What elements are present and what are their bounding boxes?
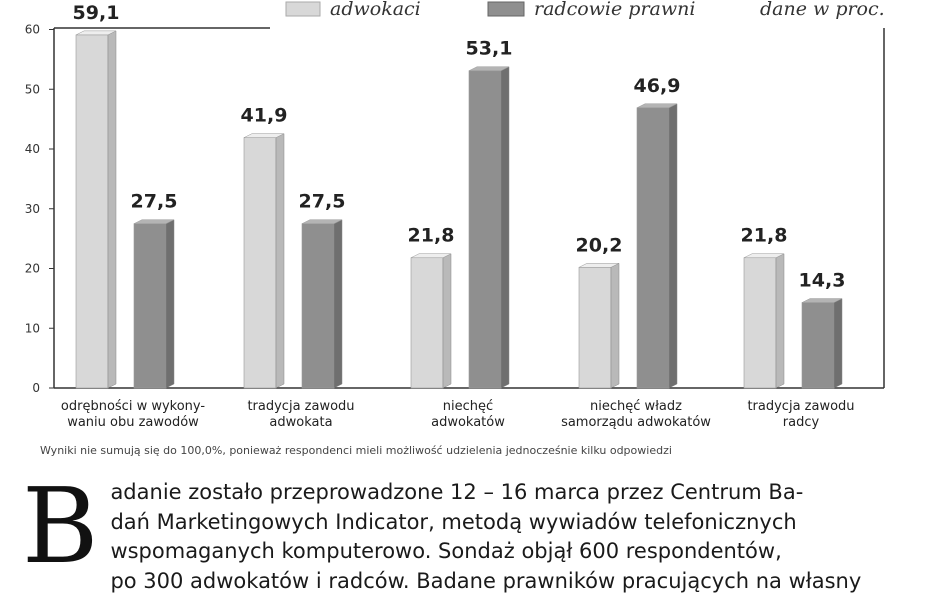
bar-side <box>834 299 842 388</box>
value-label: 46,9 <box>634 75 681 97</box>
category-label-line: tradycja zawodu <box>747 399 854 414</box>
bar-side <box>443 254 451 388</box>
legend-label-adwokaci: adwokaci <box>330 0 421 20</box>
category-label-line: samorządu adwokatów <box>561 415 711 430</box>
category-label-line: odrębności w wykony- <box>61 399 205 414</box>
bar-side <box>334 220 342 388</box>
category-label-line: tradycja zawodu <box>247 399 354 414</box>
bar-side <box>276 134 284 388</box>
value-label: 21,8 <box>408 225 455 247</box>
value-label: 27,5 <box>299 191 346 213</box>
bar-radcowie-2: 27,5 <box>299 191 346 388</box>
legend: adwokaci radcowie prawni dane w proc. <box>286 0 885 20</box>
bar-side <box>776 254 784 388</box>
bar-radcowie-5: 14,3 <box>799 270 846 388</box>
bar-chart: adwokaci radcowie prawni dane w proc. 0 1… <box>0 0 948 445</box>
y-tick-label: 50 <box>25 82 40 96</box>
drop-cap: B <box>22 484 98 568</box>
y-tick-label: 40 <box>25 142 40 156</box>
bar-side <box>611 263 619 388</box>
bar-radcowie-3: 53,1 <box>466 38 513 388</box>
bar-front <box>802 303 834 388</box>
bar-front <box>469 71 501 388</box>
unit-note: dane w proc. <box>760 0 885 20</box>
bar-front <box>637 108 669 388</box>
value-label: 41,9 <box>241 105 288 127</box>
category-label: odrębności w wykony-waniu obu zawodów <box>61 399 205 430</box>
value-label: 20,2 <box>576 234 623 256</box>
bar-adwokaci-4: 20,2 <box>576 234 623 388</box>
article-line: po 300 adwokatów i radców. Badane prawni… <box>22 567 934 596</box>
bar-front <box>134 224 166 388</box>
category-label-line: adwokatów <box>431 415 505 430</box>
bar-front <box>244 138 276 388</box>
legend-swatch-adwokaci <box>286 2 320 16</box>
value-label: 14,3 <box>799 270 846 292</box>
y-tick-label: 60 <box>25 23 40 37</box>
value-label: 27,5 <box>131 191 178 213</box>
y-tick-label: 10 <box>25 321 40 335</box>
bar-front <box>302 224 334 388</box>
footnote: Wyniki nie sumują się do 100,0%, poniewa… <box>40 444 672 457</box>
bar-front <box>411 258 443 388</box>
article-line: dań Marketingowych Indicator, metodą wyw… <box>22 508 934 538</box>
article-line: wspomaganych komputerowo. Sondaż objął 6… <box>22 537 934 567</box>
bar-side <box>501 67 509 388</box>
y-tick-label: 0 <box>32 381 40 395</box>
category-label-line: niechęć <box>443 399 493 414</box>
bar-adwokaci-2: 41,9 <box>241 105 288 388</box>
y-tick-label: 30 <box>25 202 40 216</box>
category-label-line: radcy <box>783 415 820 430</box>
legend-label-radcowie: radcowie prawni <box>534 0 695 20</box>
y-tick-label: 20 <box>25 262 40 276</box>
bar-adwokaci-3: 21,8 <box>408 225 455 388</box>
legend-swatch-radcowie <box>488 2 524 16</box>
bars: 59,1 41,9 21,8 20,2 21,8 27,5 27,5 53,1 46,9 14,3 <box>73 2 846 388</box>
bar-adwokaci-5: 21,8 <box>741 225 788 388</box>
bar-radcowie-1: 27,5 <box>131 191 178 388</box>
bar-side <box>669 104 677 388</box>
bar-radcowie-4: 46,9 <box>634 75 681 388</box>
article-text: B adanie zostało przeprowadzone 12 – 16 … <box>22 478 934 596</box>
value-label: 59,1 <box>73 2 120 24</box>
bar-front <box>579 267 611 388</box>
category-label-line: niechęć władz <box>590 399 682 414</box>
bar-front <box>744 258 776 388</box>
value-label: 21,8 <box>741 225 788 247</box>
category-label-line: waniu obu zawodów <box>67 415 199 430</box>
category-label-line: adwokata <box>269 415 332 430</box>
bar-side <box>108 31 116 388</box>
category-labels: odrębności w wykony-waniu obu zawodów tra… <box>61 399 855 430</box>
bar-side <box>166 220 174 388</box>
bar-adwokaci-1: 59,1 <box>73 2 120 388</box>
bar-front <box>76 35 108 388</box>
value-label: 53,1 <box>466 38 513 60</box>
article-line: adanie zostało przeprowadzone 12 – 16 ma… <box>22 478 934 508</box>
